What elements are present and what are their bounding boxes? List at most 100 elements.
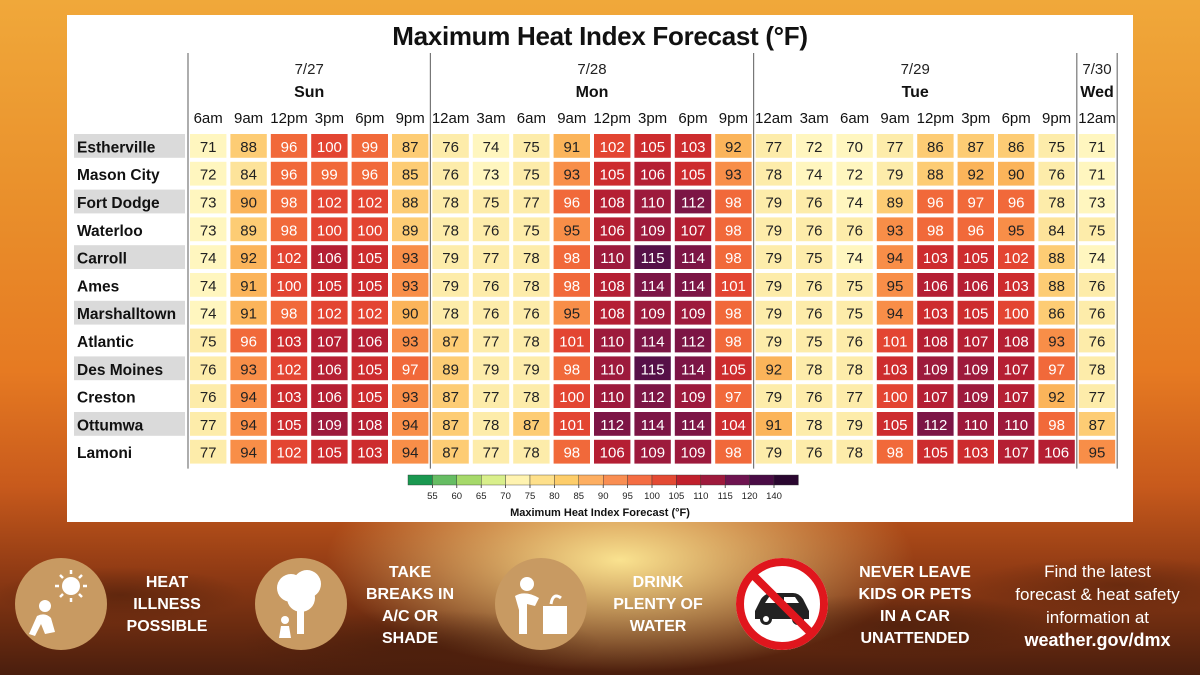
heat-index-value: 98 <box>563 445 580 462</box>
heat-index-cell <box>998 412 1035 436</box>
heat-index-cell <box>230 300 267 325</box>
heat-index-cell <box>957 134 994 158</box>
take-breaks-tip: TAKE BREAKS IN A/C OR SHADE <box>355 562 465 650</box>
heat-index-cell <box>311 189 348 214</box>
time-label: 6am <box>194 110 223 127</box>
location-label: Estherville <box>77 139 156 156</box>
heat-index-cell <box>270 245 308 269</box>
heat-index-cell <box>836 300 873 325</box>
heat-index-value: 102 <box>317 195 342 212</box>
heat-index-cell <box>998 328 1035 353</box>
time-label: 3pm <box>315 110 344 127</box>
heat-index-cell <box>1038 300 1075 325</box>
heat-index-cell <box>392 134 429 158</box>
heat-index-value: 77 <box>846 389 863 406</box>
colorbar-tick-label: 115 <box>718 491 733 502</box>
colorbar-segment <box>603 474 628 486</box>
heat-index-value: 87 <box>442 445 459 462</box>
heat-index-value: 78 <box>523 334 540 351</box>
heat-index-value: 100 <box>357 222 382 239</box>
heat-index-cell <box>190 189 227 214</box>
heat-index-value: 109 <box>317 417 342 434</box>
time-label: 6pm <box>678 110 707 127</box>
heat-index-value: 75 <box>523 139 540 156</box>
heat-index-value: 109 <box>680 306 705 323</box>
heat-index-cell <box>674 273 712 297</box>
heat-index-cell <box>917 217 954 242</box>
heat-index-value: 96 <box>563 195 580 212</box>
heat-index-cell <box>594 189 631 214</box>
time-label: 9am <box>234 110 263 127</box>
heat-index-value: 115 <box>641 361 665 378</box>
colorbar-tick-label: 75 <box>525 491 536 502</box>
heat-index-cell <box>836 189 873 214</box>
heat-index-value: 94 <box>402 417 419 434</box>
heat-index-value: 76 <box>806 306 823 323</box>
location-label-bg <box>74 384 185 408</box>
heat-index-cell <box>270 439 308 464</box>
heat-index-value: 106 <box>640 167 665 184</box>
heat-index-value: 76 <box>1089 278 1106 295</box>
heat-index-cell <box>796 134 833 158</box>
heat-index-cell <box>755 134 792 158</box>
heat-index-value: 92 <box>765 361 782 378</box>
heat-index-value: 103 <box>276 389 301 406</box>
heat-index-value: 98 <box>281 222 298 239</box>
heat-index-cell <box>392 328 429 353</box>
heat-index-cell <box>230 356 267 381</box>
colorbar-segment <box>456 474 482 486</box>
heat-index-cell <box>957 189 994 214</box>
location-label: Creston <box>77 390 136 407</box>
heat-index-value: 105 <box>357 389 382 406</box>
heat-index-cell <box>998 384 1035 408</box>
heat-index-value: 106 <box>600 445 625 462</box>
colorbar-segment <box>627 474 653 486</box>
heat-index-cell <box>1078 161 1116 186</box>
heat-index-cell <box>432 412 469 436</box>
heat-index-cell <box>432 245 469 269</box>
heat-index-cell <box>876 328 914 353</box>
heat-index-cell <box>190 412 227 436</box>
heat-index-value: 106 <box>923 278 948 295</box>
heat-index-cell <box>715 300 752 325</box>
heat-index-cell <box>1078 273 1116 297</box>
tip-line: WATER <box>629 618 687 635</box>
heat-index-value: 72 <box>846 167 863 184</box>
heat-index-cell <box>1038 439 1075 464</box>
colorbar-segment <box>407 474 433 486</box>
heat-index-cell <box>876 273 914 297</box>
heat-index-value: 73 <box>200 222 217 239</box>
heat-index-cell <box>1078 134 1116 158</box>
heat-index-cell <box>836 217 873 242</box>
time-label: 3am <box>800 110 829 127</box>
heat-index-cell <box>553 245 590 269</box>
heat-index-cell <box>351 189 388 214</box>
heat-index-cell <box>553 439 590 464</box>
heat-index-value: 93 <box>402 389 419 406</box>
colorbar-label: Maximum Heat Index Forecast (°F) <box>510 507 690 519</box>
heat-index-value: 114 <box>681 361 705 378</box>
heat-index-cell <box>796 161 833 186</box>
heat-index-value: 79 <box>765 278 782 295</box>
heat-index-value: 76 <box>1048 167 1065 184</box>
heat-index-cell <box>472 189 510 214</box>
heat-index-cell <box>594 439 631 464</box>
heat-index-value: 75 <box>200 334 217 351</box>
heat-index-value: 87 <box>1089 417 1106 434</box>
info-url-link[interactable]: weather.gov/dmx <box>1024 630 1171 650</box>
heat-index-value: 98 <box>725 306 742 323</box>
heat-index-cell <box>957 161 994 186</box>
heat-index-cell <box>432 273 469 297</box>
colorbar-tick-label: 80 <box>549 491 560 502</box>
heat-index-cell <box>715 161 752 186</box>
heat-index-cell <box>311 134 348 158</box>
heat-index-value: 75 <box>846 306 863 323</box>
heat-index-cell <box>634 328 671 353</box>
heat-index-cell <box>917 356 954 381</box>
tip-line: TAKE <box>388 564 432 581</box>
time-label: 3pm <box>638 110 667 127</box>
heat-index-value: 105 <box>317 445 342 462</box>
location-label: Atlantic <box>77 334 134 351</box>
heat-index-cell <box>634 439 671 464</box>
heat-index-value: 102 <box>357 306 382 323</box>
